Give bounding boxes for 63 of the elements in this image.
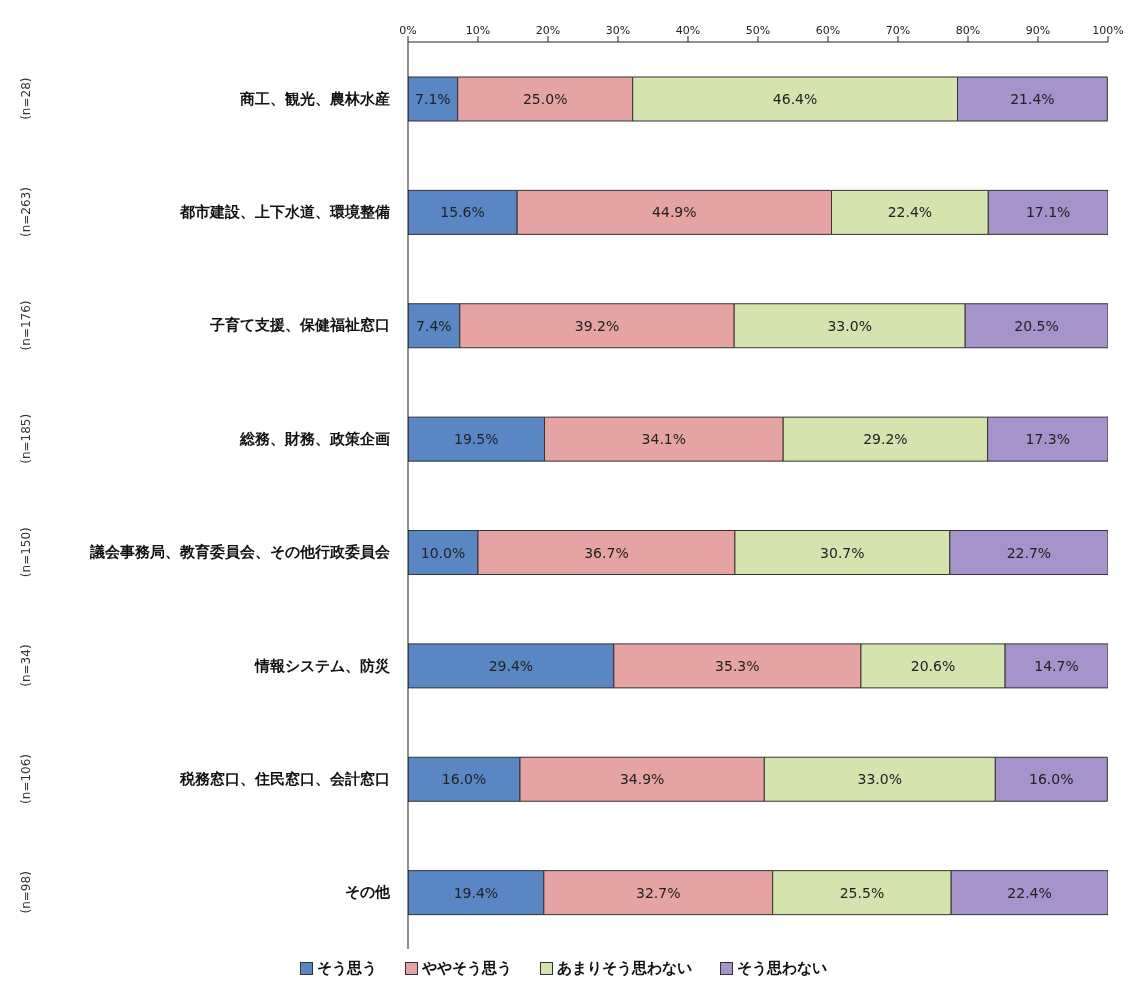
y-tick-label: 商工、観光、農林水産 — [239, 89, 390, 108]
y-tick-label: 議会事務局、教育委員会、その他行政委員会 — [89, 543, 391, 562]
y-tick-label: 税務窓口、住民窓口、会計窓口 — [179, 769, 390, 788]
data-label: 19.4% — [453, 884, 499, 901]
x-tick-label: 20% — [535, 24, 561, 37]
y-tick-label: 総務、財務、政策企画 — [239, 429, 390, 448]
x-tick-label: 70% — [885, 24, 911, 37]
x-tick-label: 40% — [675, 24, 701, 37]
x-tick-label: 80% — [955, 24, 981, 37]
x-tick-label: 60% — [815, 24, 841, 37]
y-tick-label: その他 — [345, 883, 391, 902]
data-label: 16.0% — [441, 771, 487, 788]
x-tick-label: 50% — [745, 24, 771, 37]
data-label: 20.6% — [910, 657, 956, 674]
data-label: 17.3% — [1025, 431, 1071, 448]
x-tick-label: 30% — [605, 24, 631, 37]
text: (n=98) — [19, 871, 33, 914]
data-label: 29.4% — [488, 657, 534, 674]
y-tick-label: 都市建設、上下水道、環境整備 — [179, 203, 390, 222]
data-label: 7.1% — [415, 91, 451, 107]
data-label: 29.2% — [863, 431, 908, 448]
data-label: 17.1% — [1025, 204, 1071, 221]
data-label: 19.5% — [454, 431, 499, 448]
data-label: 22.4% — [1007, 884, 1052, 901]
data-label: 21.4% — [1010, 91, 1055, 107]
text: (n=150) — [19, 527, 33, 578]
data-label: 30.7% — [820, 544, 865, 561]
x-tick-label: 0% — [399, 24, 417, 37]
data-label: 22.7% — [1006, 544, 1052, 561]
data-label: 33.0% — [827, 317, 872, 334]
data-label: 44.9% — [652, 204, 697, 221]
text: (n=34) — [19, 644, 33, 687]
text: (n=176) — [19, 300, 33, 351]
data-label: 20.5% — [1014, 317, 1059, 334]
data-label: 39.2% — [574, 317, 620, 334]
x-tick-label: 100% — [1092, 24, 1124, 37]
y-tick-label: 子育て支援、保健福祉窓口 — [209, 316, 390, 335]
data-label: 35.3% — [715, 657, 760, 674]
legend-label: そう思う — [315, 959, 377, 978]
x-tick-label: 10% — [465, 24, 491, 37]
text: (n=263) — [19, 187, 33, 238]
text: (n=28) — [19, 77, 33, 120]
data-label: 10.0% — [420, 544, 466, 561]
data-label: 32.7% — [636, 884, 681, 901]
text: (n=185) — [19, 413, 33, 464]
data-label: 14.7% — [1034, 657, 1079, 674]
data-label: 25.5% — [839, 884, 885, 901]
data-label: 22.4% — [887, 204, 933, 221]
data-label: 15.6% — [440, 204, 485, 221]
legend-label: そう思わない — [735, 959, 827, 978]
data-label: 7.4% — [416, 317, 452, 334]
legend-label: あまりそう思わない — [555, 959, 692, 978]
y-tick-label: 情報システム、防災 — [254, 656, 390, 675]
data-label: 34.9% — [619, 771, 665, 788]
data-label: 33.0% — [857, 771, 903, 788]
data-label: 46.4% — [772, 91, 818, 107]
text: (n=106) — [19, 753, 33, 804]
data-label: 34.1% — [641, 431, 687, 448]
legend-label: ややそう思う — [420, 959, 512, 978]
data-label: 36.7% — [584, 544, 629, 561]
data-label: 25.0% — [522, 91, 568, 107]
x-tick-label: 90% — [1025, 24, 1051, 37]
data-label: 16.0% — [1029, 771, 1074, 788]
